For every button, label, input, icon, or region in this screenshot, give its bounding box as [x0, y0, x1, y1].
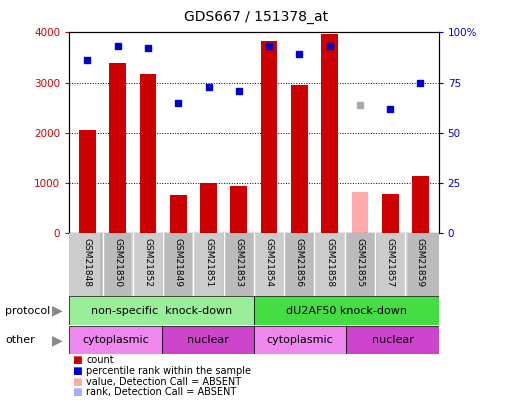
- Bar: [131, 233, 162, 296]
- Text: rank, Detection Call = ABSENT: rank, Detection Call = ABSENT: [86, 388, 236, 397]
- Text: GSM21854: GSM21854: [265, 238, 273, 287]
- Bar: [346, 326, 439, 354]
- Bar: [69, 233, 100, 296]
- Bar: [254, 326, 346, 354]
- Bar: [79, 130, 96, 233]
- Text: GSM21852: GSM21852: [144, 238, 152, 287]
- Bar: [351, 192, 368, 233]
- Bar: [291, 85, 308, 233]
- Bar: [412, 176, 429, 233]
- Text: GSM21859: GSM21859: [416, 238, 425, 287]
- Bar: [408, 233, 439, 296]
- Text: GSM21850: GSM21850: [113, 238, 122, 287]
- Text: ■: ■: [72, 355, 82, 364]
- Text: GSM21848: GSM21848: [83, 238, 92, 287]
- Text: GSM21858: GSM21858: [325, 238, 334, 287]
- Bar: [140, 75, 156, 233]
- Text: ■: ■: [72, 388, 82, 397]
- Text: ▶: ▶: [52, 304, 63, 318]
- Text: non-specific  knock-down: non-specific knock-down: [91, 306, 232, 315]
- Text: ▶: ▶: [52, 333, 63, 347]
- Bar: [346, 233, 377, 296]
- Bar: [100, 233, 131, 296]
- Text: ■: ■: [72, 377, 82, 386]
- Text: cytoplasmic: cytoplasmic: [267, 335, 333, 345]
- Bar: [170, 195, 187, 233]
- Bar: [223, 233, 254, 296]
- Text: percentile rank within the sample: percentile rank within the sample: [86, 366, 251, 375]
- Bar: [230, 186, 247, 233]
- Bar: [377, 233, 408, 296]
- Bar: [261, 41, 278, 233]
- Bar: [69, 296, 254, 325]
- Text: GSM21853: GSM21853: [234, 238, 243, 287]
- Bar: [285, 233, 315, 296]
- Bar: [382, 194, 399, 233]
- Text: GSM21851: GSM21851: [204, 238, 213, 287]
- Text: GSM21856: GSM21856: [295, 238, 304, 287]
- Text: GSM21849: GSM21849: [174, 238, 183, 287]
- Text: GSM21855: GSM21855: [356, 238, 364, 287]
- Bar: [315, 233, 346, 296]
- Text: ■: ■: [72, 366, 82, 375]
- Text: nuclear: nuclear: [371, 335, 413, 345]
- Bar: [162, 233, 192, 296]
- Bar: [69, 326, 162, 354]
- Text: value, Detection Call = ABSENT: value, Detection Call = ABSENT: [86, 377, 241, 386]
- Bar: [254, 296, 439, 325]
- Text: nuclear: nuclear: [187, 335, 229, 345]
- Text: cytoplasmic: cytoplasmic: [82, 335, 149, 345]
- Text: GSM21857: GSM21857: [386, 238, 394, 287]
- Text: other: other: [5, 335, 35, 345]
- Bar: [162, 326, 254, 354]
- Text: protocol: protocol: [5, 306, 50, 315]
- Bar: [321, 34, 338, 233]
- Text: GDS667 / 151378_at: GDS667 / 151378_at: [185, 10, 328, 24]
- Text: count: count: [86, 355, 114, 364]
- Bar: [109, 64, 126, 233]
- Bar: [200, 183, 217, 233]
- Bar: [254, 233, 285, 296]
- Bar: [192, 233, 223, 296]
- Text: dU2AF50 knock-down: dU2AF50 knock-down: [286, 306, 407, 315]
